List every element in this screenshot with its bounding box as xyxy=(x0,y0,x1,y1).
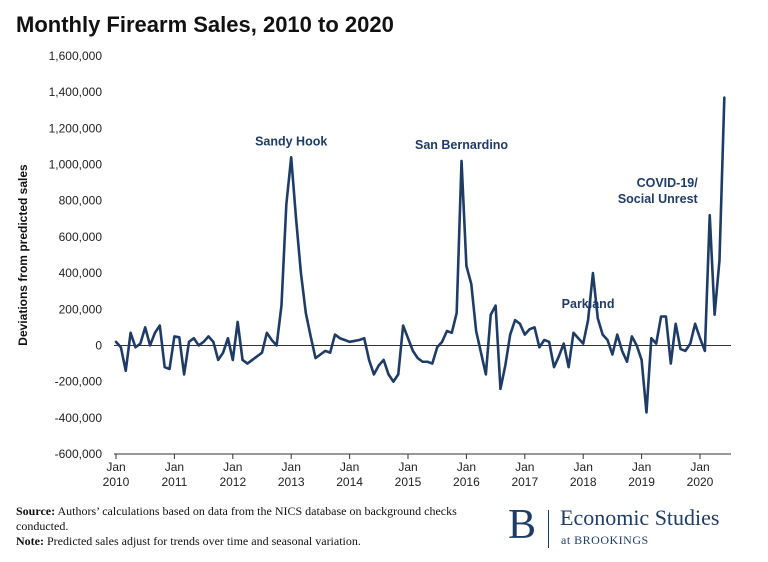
y-tick-label: -400,000 xyxy=(55,411,103,425)
x-tick-label-year: 2010 xyxy=(103,475,130,489)
y-tick-label: 1,000,000 xyxy=(49,158,103,172)
logo-divider xyxy=(548,510,549,548)
x-axis: Jan2010Jan2011Jan2012Jan2013Jan2014Jan20… xyxy=(103,344,731,489)
logo-name: Economic Studies xyxy=(560,505,720,530)
annotation-label: COVID-19/ xyxy=(637,176,699,190)
x-tick-label-year: 2011 xyxy=(161,475,187,489)
x-tick-label-year: 2020 xyxy=(687,475,714,489)
source-note: Source: Authors’ calculations based on d… xyxy=(16,504,486,534)
x-tick-label-month: Jan xyxy=(690,460,709,474)
x-tick-label-year: 2017 xyxy=(511,475,538,489)
y-tick-label: 400,000 xyxy=(59,266,103,280)
brookings-logo: B Economic Studies at BROOKINGS xyxy=(508,502,758,552)
x-tick-label-year: 2015 xyxy=(395,475,422,489)
y-tick-label: 200,000 xyxy=(59,302,103,316)
annotation-label: Sandy Hook xyxy=(255,134,327,148)
footnotes: Source: Authors’ calculations based on d… xyxy=(16,504,486,549)
x-tick-label-year: 2012 xyxy=(219,475,246,489)
x-tick-label-month: Jan xyxy=(515,460,534,474)
note-text: Predicted sales adjust for trends over t… xyxy=(46,534,361,548)
y-tick-label: -200,000 xyxy=(55,375,103,389)
x-tick-label-year: 2018 xyxy=(570,475,597,489)
line-chart: -600,000 -400,000 -200,000 0 200,000 400,000 6… xyxy=(16,49,731,489)
y-tick-label: 1,400,000 xyxy=(49,85,103,99)
method-note: Note: Predicted sales adjust for trends … xyxy=(16,534,486,549)
annotations: Sandy Hook San Bernardino Parkland COVID-19… xyxy=(255,134,698,311)
x-tick-label-year: 2014 xyxy=(336,475,363,489)
chart-title: Monthly Firearm Sales, 2010 to 2020 xyxy=(16,12,394,37)
y-tick-label: 600,000 xyxy=(59,230,103,244)
y-tick-label: -600,000 xyxy=(55,447,103,461)
logo-letter: B xyxy=(508,502,537,548)
x-tick-label-month: Jan xyxy=(574,460,593,474)
note-label: Note: xyxy=(16,534,44,548)
series-group xyxy=(114,96,726,414)
annotation-label: Parkland xyxy=(562,297,615,311)
x-tick-label-month: Jan xyxy=(398,460,417,474)
x-tick-label-month: Jan xyxy=(632,460,651,474)
x-tick-label-year: 2013 xyxy=(278,475,305,489)
y-tick-label: 800,000 xyxy=(59,194,103,208)
y-tick-label: 1,600,000 xyxy=(49,49,103,63)
source-text: Authors’ calculations based on data from… xyxy=(16,504,457,533)
source-label: Source: xyxy=(16,504,56,518)
y-axis: -600,000 -400,000 -200,000 0 200,000 400,000 6… xyxy=(16,49,102,461)
y-axis-label: Deviations from predicted sales xyxy=(16,164,30,346)
x-tick-label-month: Jan xyxy=(340,460,359,474)
x-tick-label-year: 2016 xyxy=(453,475,480,489)
y-tick-label: 1,200,000 xyxy=(49,121,103,135)
x-tick-label-year: 2019 xyxy=(628,475,655,489)
x-tick-label-month: Jan xyxy=(165,460,184,474)
logo-subtitle: at BROOKINGS xyxy=(561,533,649,547)
annotation-label: San Bernardino xyxy=(415,138,508,152)
series-line xyxy=(114,96,726,414)
y-tick-label: 0 xyxy=(95,338,102,352)
annotation-label: Social Unrest xyxy=(618,192,699,206)
x-tick-label-month: Jan xyxy=(282,460,301,474)
x-tick-label-month: Jan xyxy=(106,460,125,474)
x-tick-label-month: Jan xyxy=(223,460,242,474)
x-tick-label-month: Jan xyxy=(457,460,476,474)
